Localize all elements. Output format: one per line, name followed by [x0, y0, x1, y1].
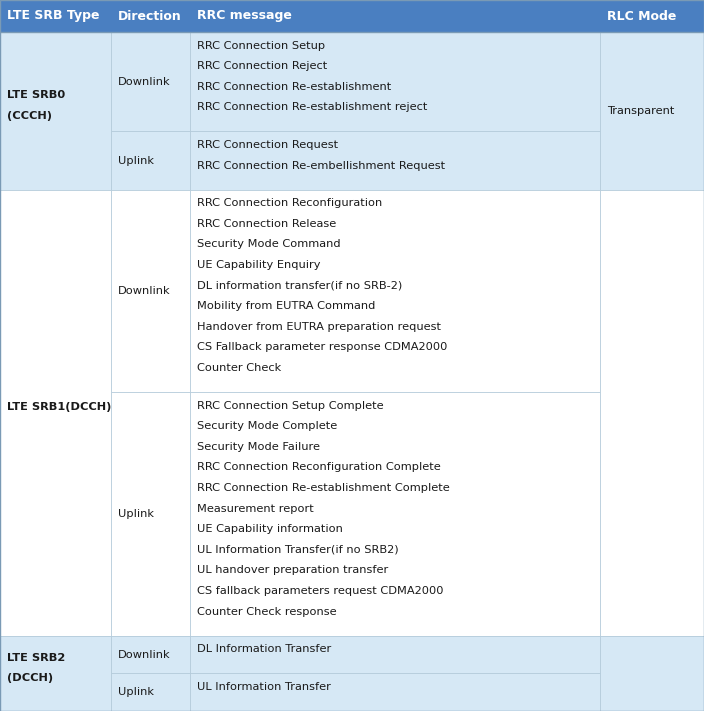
- Bar: [600, 32, 704, 190]
- Text: LTE SRB0: LTE SRB0: [7, 90, 65, 100]
- Bar: [111, 32, 190, 132]
- Text: Handover from EUTRA preparation request: Handover from EUTRA preparation request: [197, 322, 441, 332]
- Text: RRC Connection Re-embellishment Request: RRC Connection Re-embellishment Request: [197, 161, 445, 171]
- Text: CS fallback parameters request CDMA2000: CS fallback parameters request CDMA2000: [197, 586, 444, 596]
- Text: UL handover preparation transfer: UL handover preparation transfer: [197, 565, 389, 575]
- Text: Downlink: Downlink: [118, 650, 171, 660]
- Text: Transparent: Transparent: [607, 106, 674, 116]
- Text: RRC Connection Release: RRC Connection Release: [197, 219, 337, 229]
- Text: Security Mode Command: Security Mode Command: [197, 240, 341, 250]
- Text: (DCCH): (DCCH): [7, 673, 54, 683]
- Text: Counter Check: Counter Check: [197, 363, 282, 373]
- Text: RRC Connection Setup Complete: RRC Connection Setup Complete: [197, 400, 384, 411]
- Text: RRC Connection Reconfiguration: RRC Connection Reconfiguration: [197, 198, 382, 208]
- Text: Downlink: Downlink: [118, 77, 171, 87]
- Text: RRC Connection Re-establishment Complete: RRC Connection Re-establishment Complete: [197, 483, 450, 493]
- Bar: [190, 673, 600, 711]
- Bar: [0, 32, 111, 190]
- Text: RRC Connection Reject: RRC Connection Reject: [197, 61, 327, 71]
- Text: CS Fallback parameter response CDMA2000: CS Fallback parameter response CDMA2000: [197, 343, 448, 353]
- Bar: [190, 32, 600, 132]
- Bar: [0, 0, 704, 32]
- Text: Mobility from EUTRA Command: Mobility from EUTRA Command: [197, 301, 375, 311]
- Text: UL Information Transfer: UL Information Transfer: [197, 682, 331, 692]
- Bar: [0, 190, 111, 636]
- Bar: [600, 190, 704, 636]
- Bar: [190, 132, 600, 190]
- Text: RRC Connection Reconfiguration Complete: RRC Connection Reconfiguration Complete: [197, 462, 441, 472]
- Text: UE Capability Enquiry: UE Capability Enquiry: [197, 260, 320, 270]
- Text: RRC Connection Re-establishment reject: RRC Connection Re-establishment reject: [197, 102, 427, 112]
- Bar: [190, 636, 600, 673]
- Bar: [111, 132, 190, 190]
- Text: Security Mode Failure: Security Mode Failure: [197, 442, 320, 451]
- Text: DL information transfer(if no SRB-2): DL information transfer(if no SRB-2): [197, 281, 403, 291]
- Text: LTE SRB2: LTE SRB2: [7, 653, 65, 663]
- Bar: [111, 636, 190, 673]
- Bar: [190, 190, 600, 392]
- Text: UE Capability information: UE Capability information: [197, 524, 343, 534]
- Bar: [111, 190, 190, 392]
- Text: Uplink: Uplink: [118, 156, 154, 166]
- Bar: [111, 673, 190, 711]
- Bar: [190, 392, 600, 636]
- Text: (CCCH): (CCCH): [7, 111, 52, 121]
- Text: UL Information Transfer(if no SRB2): UL Information Transfer(if no SRB2): [197, 545, 398, 555]
- Text: Security Mode Complete: Security Mode Complete: [197, 421, 337, 431]
- Text: Uplink: Uplink: [118, 509, 154, 519]
- Bar: [600, 636, 704, 711]
- Text: Direction: Direction: [118, 9, 182, 23]
- Text: RRC Connection Setup: RRC Connection Setup: [197, 41, 325, 50]
- Text: Downlink: Downlink: [118, 286, 171, 296]
- Text: LTE SRB1(DCCH): LTE SRB1(DCCH): [7, 402, 111, 412]
- Text: Uplink: Uplink: [118, 687, 154, 697]
- Text: Measurement report: Measurement report: [197, 503, 314, 513]
- Text: LTE SRB Type: LTE SRB Type: [7, 9, 99, 23]
- Text: Counter Check response: Counter Check response: [197, 606, 337, 616]
- Text: RRC Connection Re-establishment: RRC Connection Re-establishment: [197, 82, 391, 92]
- Bar: [111, 392, 190, 636]
- Bar: [0, 636, 111, 711]
- Text: DL Information Transfer: DL Information Transfer: [197, 644, 332, 654]
- Text: RLC Mode: RLC Mode: [607, 9, 677, 23]
- Text: RRC Connection Request: RRC Connection Request: [197, 140, 338, 150]
- Text: RRC message: RRC message: [197, 9, 292, 23]
